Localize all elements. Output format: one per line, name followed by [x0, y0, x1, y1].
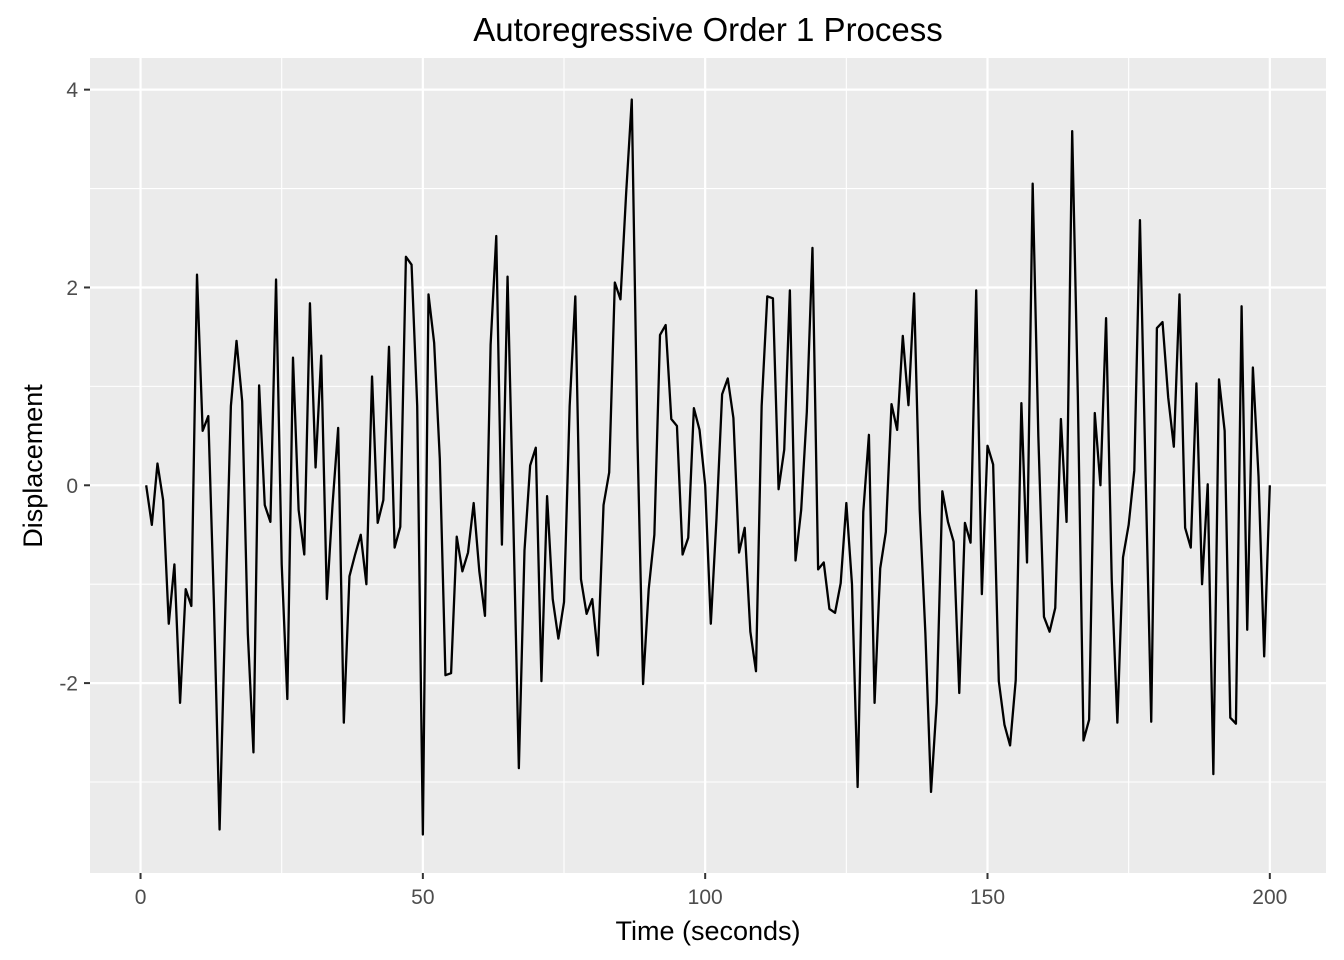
series-line — [145, 98, 1271, 836]
y-tick-label: 0 — [66, 475, 78, 498]
x-tick-label: 200 — [1252, 886, 1287, 909]
chart-title: Autoregressive Order 1 Process — [473, 11, 943, 48]
x-tick-label: 0 — [135, 886, 147, 909]
x-axis-title: Time (seconds) — [615, 916, 800, 946]
series-layer — [145, 98, 1271, 836]
minor-gridlines — [90, 58, 1326, 873]
y-tick-label: 2 — [66, 277, 78, 300]
x-tick-label: 100 — [688, 886, 723, 909]
y-axis-title: Displacement — [18, 384, 48, 548]
major-gridlines — [90, 58, 1326, 873]
x-axis: 0 50 100 150 200 — [135, 873, 1287, 909]
x-tick-label: 150 — [970, 886, 1005, 909]
x-tick-label: 50 — [411, 886, 434, 909]
y-tick-label: -2 — [59, 673, 78, 696]
plot-panel — [90, 58, 1326, 873]
y-tick-label: 4 — [66, 79, 78, 102]
y-axis: -2 0 2 4 — [59, 79, 90, 696]
